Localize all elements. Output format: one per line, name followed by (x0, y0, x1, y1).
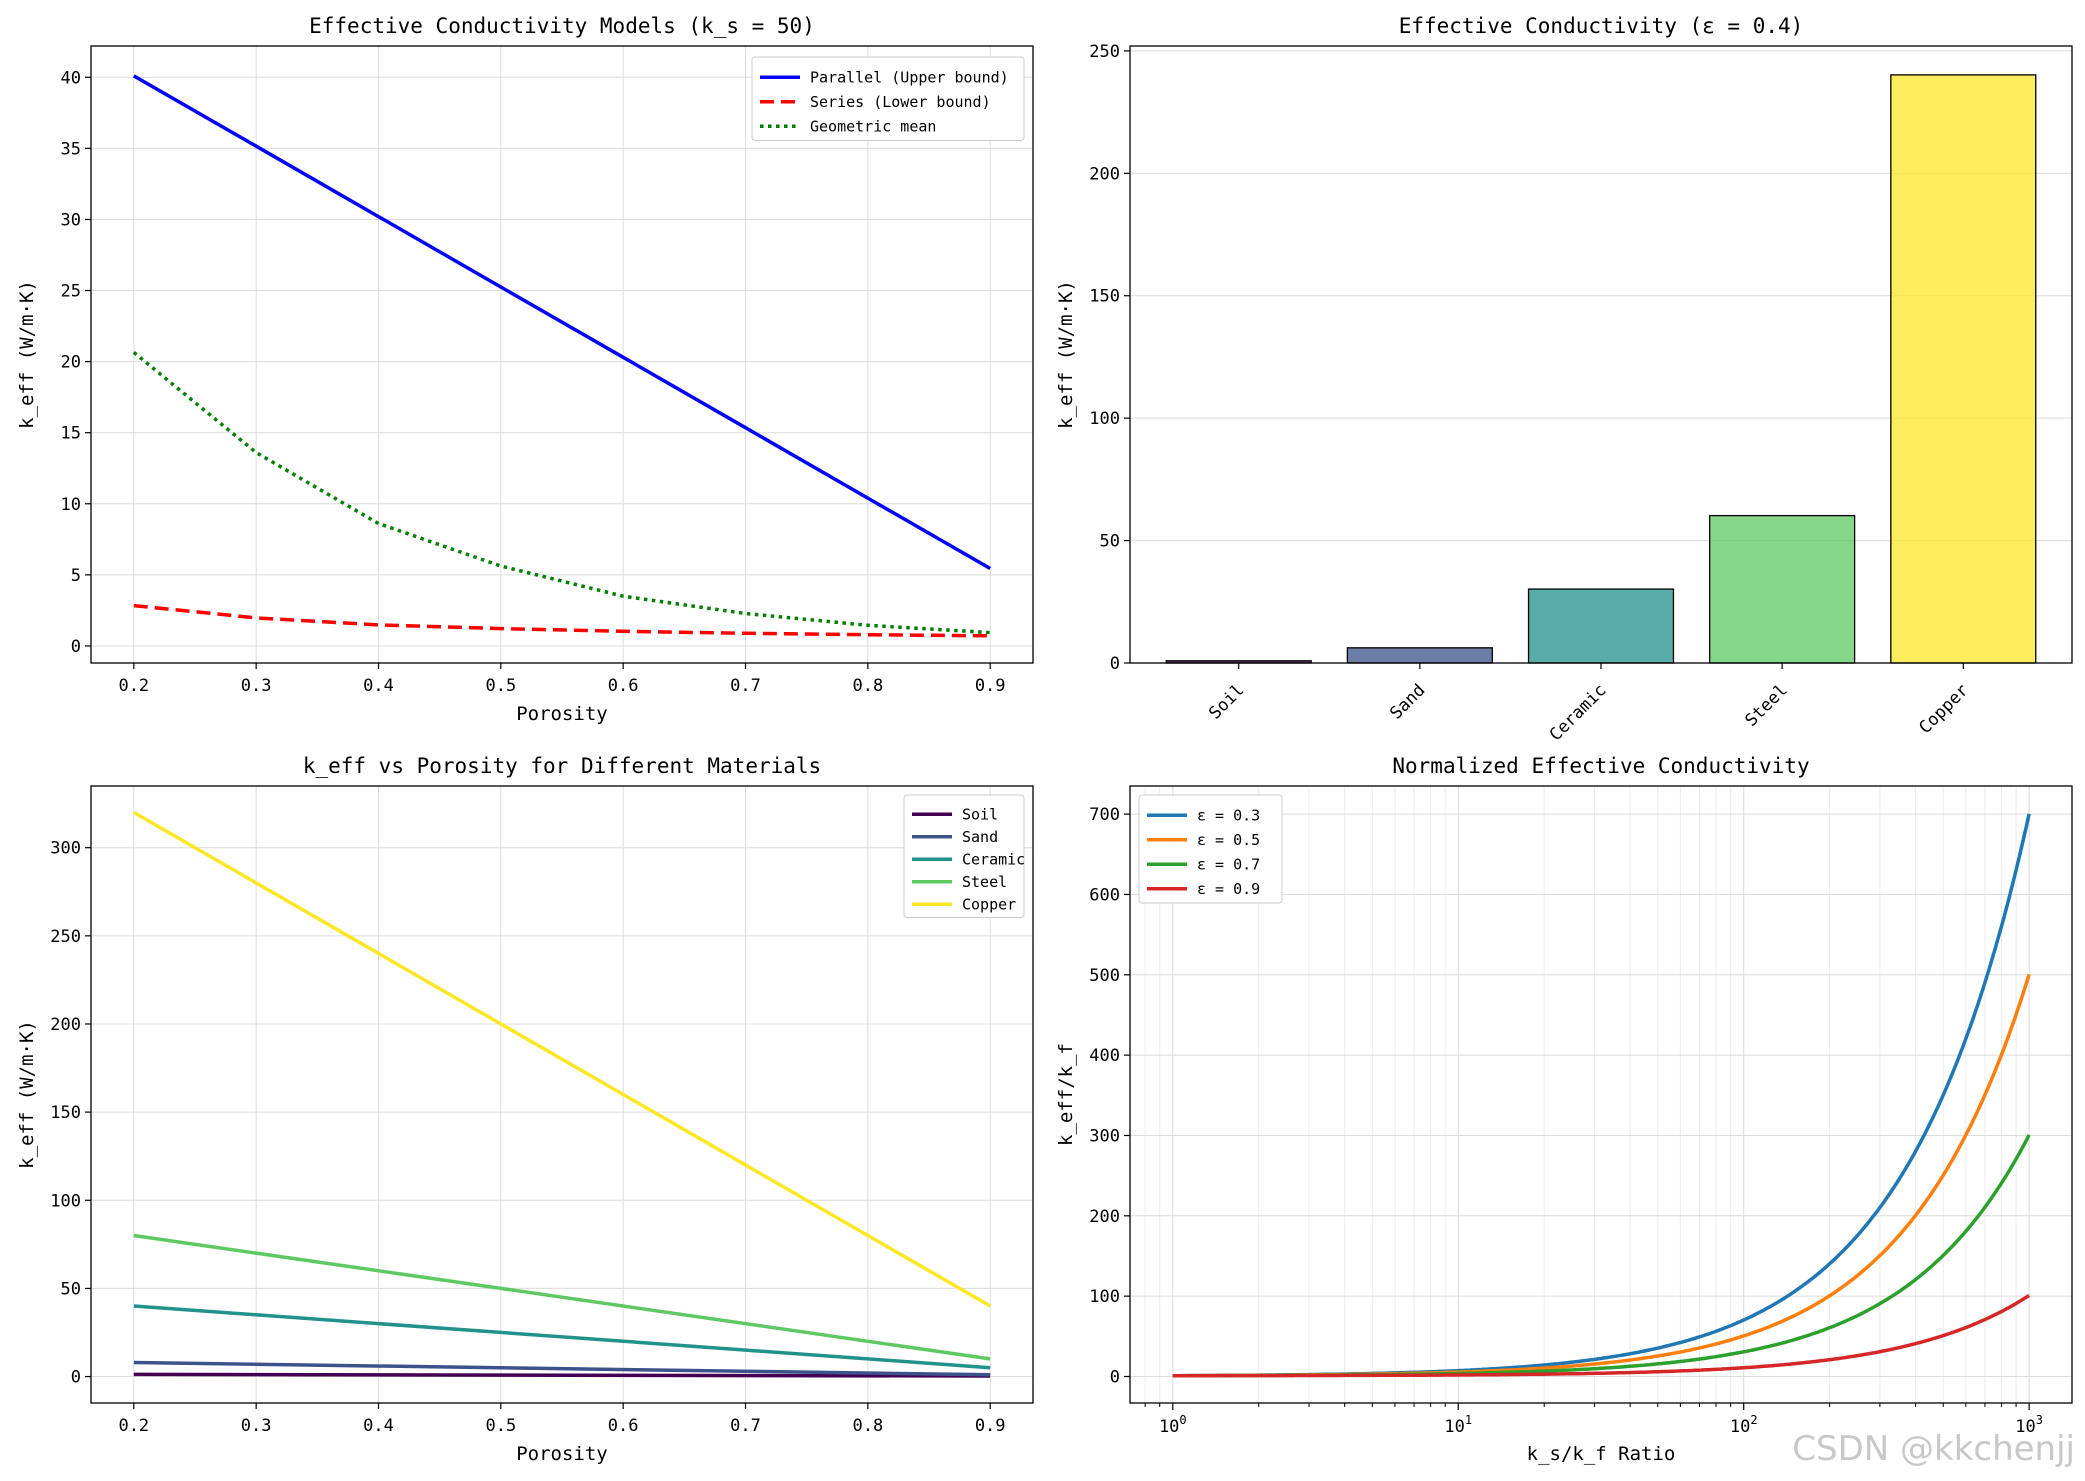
panel-normalized-effective-conductivity: Normalized Effective Conductivity k_s/k_f… (1055, 754, 2073, 1465)
x-tick-label: 0.2 (118, 676, 149, 696)
series-line-soil (133, 1372, 991, 1378)
bar-copper (1890, 74, 2037, 664)
legend-label-ceramic: Ceramic (962, 850, 1025, 868)
x-tick-label: 0.8 (852, 1416, 883, 1436)
chart-title: k_eff vs Porosity for Different Material… (303, 754, 821, 778)
x-axis-label: k_s/k_f Ratio (1527, 1443, 1676, 1465)
legend-box (1138, 794, 1283, 904)
watermark: CSDN @kkchenjj (1792, 1429, 2075, 1469)
x-tick-label: 102 (1730, 1413, 1758, 1437)
axes-frame (90, 785, 1034, 1404)
y-tick-label: 15 (61, 424, 81, 444)
series-line-copper (132, 810, 992, 1308)
chart-title: Normalized Effective Conductivity (1392, 754, 1809, 778)
y-tick-label: 0 (71, 1368, 81, 1388)
y-tick-label: 100 (1089, 409, 1120, 429)
x-tick-label: 0.4 (363, 676, 394, 696)
series-line-ceramic (133, 1304, 991, 1370)
bar-ceramic (1527, 588, 1675, 664)
y-tick-label: 0 (1110, 1367, 1120, 1387)
y-tick-label: 250 (50, 927, 81, 947)
y-tick-label: 50 (1100, 532, 1120, 552)
legend-label-0-3: ε = 0.3 (1197, 806, 1260, 824)
y-tick-label: 300 (50, 839, 81, 859)
x-tick-label: 0.3 (241, 1416, 272, 1436)
bar-sand (1346, 647, 1493, 664)
y-axis-label: k_eff (W/m·K) (16, 280, 38, 429)
y-tick-label: 0 (1110, 654, 1120, 674)
legend-label-0-9: ε = 0.9 (1197, 880, 1260, 898)
x-tick-label: 100 (1159, 1413, 1187, 1437)
series-line-sand (133, 1360, 991, 1377)
y-axis-label: k_eff (W/m·K) (16, 1020, 38, 1169)
x-tick-label: 0.4 (363, 1416, 394, 1436)
legend-label-0-7: ε = 0.7 (1197, 855, 1260, 873)
y-tick-label: 100 (50, 1191, 81, 1211)
x-tick-label: 0.8 (852, 676, 883, 696)
y-axis-label: k_eff (W/m·K) (1055, 280, 1077, 429)
legend-label-steel: Steel (962, 873, 1007, 891)
y-tick-label: 400 (1089, 1046, 1120, 1066)
chart-title: Effective Conductivity Models (k_s = 50) (309, 14, 815, 38)
y-tick-label: 35 (61, 139, 81, 159)
x-tick-label: 0.3 (241, 676, 272, 696)
y-tick-label: 300 (1089, 1126, 1120, 1146)
x-tick-label: 0.7 (730, 676, 761, 696)
y-tick-label: 20 (61, 353, 81, 373)
legend-box (751, 56, 1025, 141)
axes-frame (90, 45, 1034, 664)
y-tick-label: 50 (61, 1279, 81, 1299)
y-tick-label: 100 (1089, 1287, 1120, 1307)
y-tick-label: 0 (71, 637, 81, 657)
y-tick-label: 30 (61, 210, 81, 230)
series-line-parallel-upper-bound (132, 74, 992, 571)
x-tick-label: 0.5 (485, 676, 516, 696)
panel-keff-vs-porosity-materials: k_eff vs Porosity for Different Material… (16, 754, 1034, 1465)
y-axis-label: k_eff/k_f (1055, 1043, 1077, 1146)
x-tick-label: 0.9 (975, 1416, 1006, 1436)
x-tick-label: 0.2 (118, 1416, 149, 1436)
y-tick-label: 5 (71, 566, 81, 586)
x-tick-label: 103 (2015, 1413, 2043, 1437)
y-tick-label: 250 (1089, 42, 1120, 62)
x-tick-label: 0.5 (485, 1416, 516, 1436)
y-tick-label: 150 (50, 1103, 81, 1123)
y-tick-label: 40 (61, 68, 81, 88)
series-line-steel (133, 1233, 991, 1361)
series-line-series-lower-bound (133, 603, 991, 638)
y-tick-label: 200 (1089, 164, 1120, 184)
legend-label-soil: Soil (962, 805, 998, 823)
x-tick-label: 101 (1444, 1413, 1472, 1437)
legend-label-geometric-mean: Geometric mean (810, 117, 936, 135)
series-line-0-9 (1172, 1293, 2031, 1378)
y-tick-label: 10 (61, 495, 81, 515)
panel-effective-conductivity-models: Effective Conductivity Models (k_s = 50)… (16, 14, 1034, 725)
legend-label-series-lower-bound: Series (Lower bound) (810, 93, 991, 111)
chart-title: Effective Conductivity (ε = 0.4) (1399, 14, 1804, 38)
y-tick-label: 600 (1089, 885, 1120, 905)
axes-frame (1129, 45, 2073, 664)
x-axis-label: Porosity (516, 1443, 608, 1465)
legend-label-0-5: ε = 0.5 (1197, 831, 1260, 849)
x-tick-label: 0.6 (608, 1416, 639, 1436)
legend-label-copper: Copper (962, 895, 1016, 913)
x-axis-label: Porosity (516, 703, 608, 725)
axes-frame (1129, 785, 2073, 1404)
legend-box (903, 794, 1025, 918)
legend-label-sand: Sand (962, 828, 998, 846)
y-tick-label: 25 (61, 282, 81, 302)
y-tick-label: 500 (1089, 966, 1120, 986)
y-tick-label: 200 (50, 1015, 81, 1035)
bar-steel (1709, 514, 1856, 664)
x-tick-label: 0.6 (608, 676, 639, 696)
y-tick-label: 700 (1089, 805, 1120, 825)
x-tick-label: 0.9 (975, 676, 1006, 696)
legend-label-parallel-upper-bound: Parallel (Upper bound) (810, 68, 1009, 86)
y-tick-label: 200 (1089, 1207, 1120, 1227)
x-tick-label: 0.7 (730, 1416, 761, 1436)
y-tick-label: 150 (1089, 287, 1120, 307)
